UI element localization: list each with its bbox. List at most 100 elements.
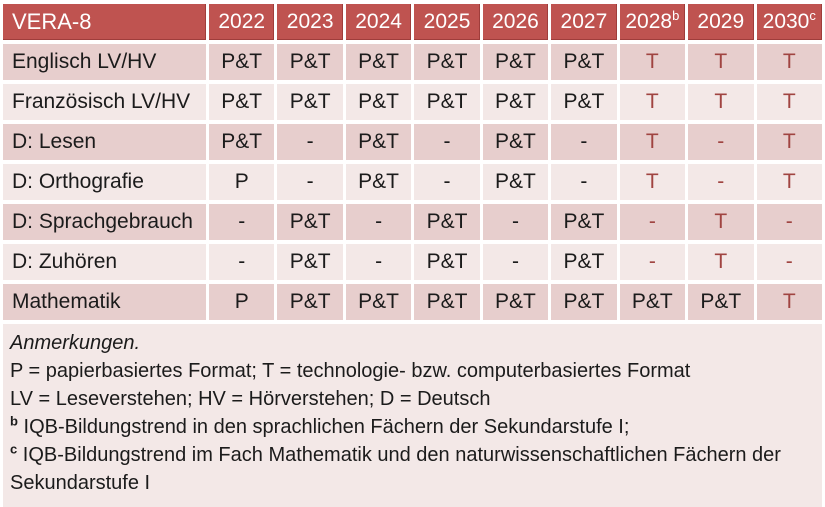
notes-title: Anmerkungen. [10,332,141,354]
value-cell: P&T [414,244,480,280]
value-cell: P&T [277,84,343,120]
row-label-cell: D: Orthografie [3,164,206,200]
note-line: c IQB-Bildungstrend im Fach Mathematik u… [10,441,781,494]
value-cell: - [688,164,754,200]
year-header-row: VERA-8 2022 2023 2024 2025 2026 2027 2028b 2029… [3,4,822,40]
value-cell: P&T [345,284,412,320]
vera-8-schedule-table: VERA-8 2022 2023 2024 2025 2026 2027 2028b 2029… [3,4,822,320]
year-header-cell-2026: 2026 [482,4,549,40]
footnote-marker-b: b [10,413,18,429]
table-row: D: Sprachgebrauch - P&T - P&T - P&T - T - [3,204,822,240]
table-row: Mathematik P P&T P&T P&T P&T P&T P&T P&T T [3,284,822,320]
value-cell: P&T [345,124,412,160]
year-header-cell-2025: 2025 [414,4,480,40]
row-label-cell: D: Zuhören [3,244,206,280]
value-cell: T [619,124,686,160]
value-cell: - [756,204,822,240]
value-cell: - [414,164,480,200]
note-line: P = papierbasiertes Format; T = technolo… [10,360,691,382]
value-cell: - [414,124,480,160]
notes-block: Anmerkungen. P = papierbasiertes Format;… [3,324,822,507]
value-cell: T [619,44,686,80]
value-cell: - [345,204,412,240]
row-label-cell: Französisch LV/HV [3,84,206,120]
value-cell: P&T [277,244,343,280]
value-cell: - [345,244,412,280]
value-cell: P&T [414,44,480,80]
table-row: D: Lesen P&T - P&T - P&T - T - T [3,124,822,160]
value-cell: P&T [414,284,480,320]
footnote-marker-b: b [672,8,680,23]
value-cell: T [756,44,822,80]
value-cell: P&T [551,284,617,320]
value-cell: P&T [209,124,275,160]
value-cell: T [756,84,822,120]
value-cell: P [209,164,275,200]
value-cell: P&T [414,204,480,240]
value-cell: P&T [551,84,617,120]
value-cell: T [619,164,686,200]
value-cell: P&T [482,84,549,120]
value-cell: T [756,124,822,160]
row-label-cell: Englisch LV/HV [3,44,206,80]
value-cell: - [277,124,343,160]
value-cell: P&T [345,84,412,120]
value-cell: P&T [688,284,754,320]
year-header-cell-2024: 2024 [345,4,412,40]
year-header-cell-2022: 2022 [209,4,275,40]
year-header-cell-2030: 2030c [756,4,822,40]
note-line: LV = Leseverstehen; HV = Hörverstehen; D… [10,388,491,410]
value-cell: P&T [414,84,480,120]
row-label-cell: Mathematik [3,284,206,320]
value-cell: P&T [482,284,549,320]
value-cell: P&T [277,284,343,320]
table-row: D: Zuhören - P&T - P&T - P&T - T - [3,244,822,280]
value-cell: - [209,244,275,280]
table-title-cell: VERA-8 [3,4,206,40]
note-line: b IQB-Bildungstrend in den sprachlichen … [10,413,630,438]
value-cell: - [688,124,754,160]
value-cell: P&T [209,84,275,120]
value-cell: T [688,84,754,120]
value-cell: P [209,284,275,320]
year-header-cell-2028: 2028b [619,4,686,40]
value-cell: P&T [209,44,275,80]
footnote-marker-c: c [809,8,816,23]
value-cell: P&T [482,164,549,200]
value-cell: - [482,244,549,280]
year-header-cell-2023: 2023 [277,4,343,40]
table-row: D: Orthografie P - P&T - P&T - T - T [3,164,822,200]
value-cell: T [756,164,822,200]
year-header-cell-2027: 2027 [551,4,617,40]
value-cell: T [688,244,754,280]
value-cell: P&T [482,44,549,80]
table-body: Englisch LV/HV P&T P&T P&T P&T P&T P&T T T T Franz… [3,44,822,320]
value-cell: - [277,164,343,200]
row-label-cell: D: Sprachgebrauch [3,204,206,240]
value-cell: P&T [551,204,617,240]
row-label-cell: D: Lesen [3,124,206,160]
value-cell: P&T [482,124,549,160]
value-cell: P&T [619,284,686,320]
value-cell: - [209,204,275,240]
year-header-cell-2029: 2029 [688,4,754,40]
value-cell: P&T [277,44,343,80]
value-cell: P&T [277,204,343,240]
value-cell: - [619,204,686,240]
value-cell: T [688,44,754,80]
value-cell: P&T [345,164,412,200]
footnote-marker-c: c [10,441,18,457]
value-cell: - [551,124,617,160]
value-cell: T [619,84,686,120]
value-cell: P&T [345,44,412,80]
value-cell: - [756,244,822,280]
value-cell: T [756,284,822,320]
table-row: Englisch LV/HV P&T P&T P&T P&T P&T P&T T T T [3,44,822,80]
value-cell: T [688,204,754,240]
table-row: Französisch LV/HV P&T P&T P&T P&T P&T P&T T T T [3,84,822,120]
value-cell: P&T [551,244,617,280]
value-cell: - [551,164,617,200]
value-cell: - [482,204,549,240]
value-cell: P&T [551,44,617,80]
value-cell: - [619,244,686,280]
